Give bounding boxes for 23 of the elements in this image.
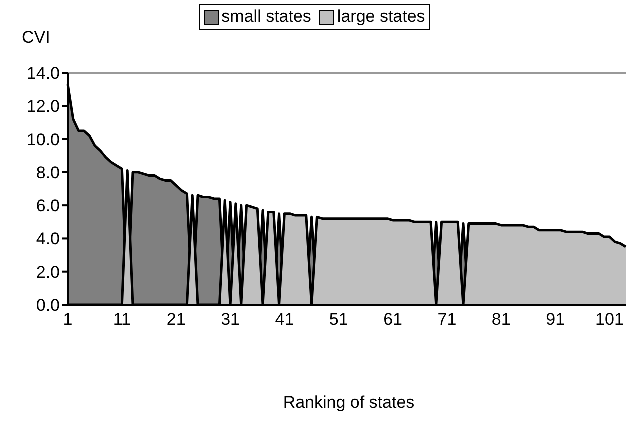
x-axis-title: Ranking of states bbox=[282, 393, 416, 413]
y-tick-label: 6.0 bbox=[36, 196, 60, 216]
y-tick-label: 0.0 bbox=[36, 296, 60, 316]
x-tick-label: 81 bbox=[492, 310, 511, 330]
x-tick-label: 101 bbox=[596, 310, 624, 330]
y-axis-title: CVI bbox=[22, 28, 50, 48]
x-tick-label: 41 bbox=[275, 310, 294, 330]
legend-label: large states bbox=[337, 7, 426, 27]
y-tick-label: 8.0 bbox=[36, 163, 60, 182]
x-tick-label: 71 bbox=[438, 310, 457, 330]
x-tick-label: 91 bbox=[546, 310, 566, 330]
x-tick-label: 61 bbox=[384, 310, 403, 330]
y-tick-label: 2.0 bbox=[36, 262, 60, 282]
legend-label: small states bbox=[222, 7, 312, 27]
x-tick-label: 51 bbox=[329, 310, 348, 330]
x-tick-label: 31 bbox=[221, 310, 240, 330]
x-tick-label: 21 bbox=[166, 310, 186, 330]
x-tick-label: 1 bbox=[63, 310, 73, 330]
x-tick-label: 11 bbox=[113, 310, 132, 330]
y-tick-label: 14.0 bbox=[26, 64, 60, 84]
y-tick-label: 12.0 bbox=[26, 97, 60, 116]
y-tick-label: 10.0 bbox=[26, 130, 60, 150]
y-tick-label: 4.0 bbox=[36, 230, 60, 249]
